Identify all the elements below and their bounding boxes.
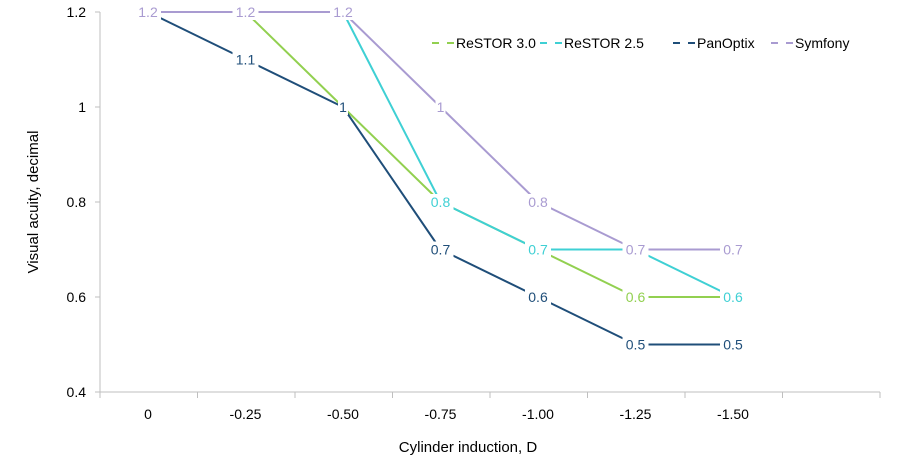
data-label-backing xyxy=(525,289,551,305)
data-label: 0.8 xyxy=(528,194,548,210)
data-label-backing xyxy=(232,51,259,68)
legend-label: ReSTOR 3.0 xyxy=(456,35,536,51)
data-label: 1 xyxy=(437,99,445,115)
y-axis: 0.4 0.6 0.8 1 1.2 xyxy=(67,4,101,400)
x-axis-title: Cylinder induction, D xyxy=(399,439,538,456)
data-label-backing xyxy=(720,241,746,258)
x-tick-label: -1.00 xyxy=(522,406,554,422)
data-label: 0.5 xyxy=(723,337,743,353)
y-tick-label: 1 xyxy=(78,99,86,115)
x-tick-label: 0 xyxy=(144,406,152,422)
legend-swatch-gap xyxy=(547,41,555,45)
legend-label: PanOptix xyxy=(697,35,755,51)
data-label: 0.7 xyxy=(431,242,451,258)
data-label-backing xyxy=(525,241,551,258)
data-label-backing xyxy=(338,99,348,115)
legend-label: Symfony xyxy=(795,35,849,51)
data-labels: 0.6 0.8 0.7 0.6 1.1 1 0.7 0.6 0.5 0.5 1.2 1.2 1.2 1 0.… xyxy=(135,4,746,353)
data-label: 0.6 xyxy=(528,289,548,305)
data-label-backing xyxy=(427,194,454,210)
data-label-backing xyxy=(622,336,649,353)
data-label-backing xyxy=(622,289,649,305)
legend-label: ReSTOR 2.5 xyxy=(564,35,644,51)
data-label: 0.7 xyxy=(626,242,646,258)
data-label: 0.7 xyxy=(528,242,548,258)
y-tick-label: 1.2 xyxy=(67,4,87,20)
data-label-backing xyxy=(720,336,746,353)
data-label-backing xyxy=(525,194,551,210)
data-label: 1 xyxy=(339,99,347,115)
x-tick-label: -0.25 xyxy=(230,406,262,422)
data-label-backing xyxy=(720,289,746,305)
data-label: 0.6 xyxy=(626,289,646,305)
series-line-symfony xyxy=(148,11,733,251)
legend: ReSTOR 3.0 ReSTOR 2.5 PanOptix Symfony xyxy=(432,35,849,51)
x-tick-label: -0.75 xyxy=(425,406,457,422)
y-tick-label: 0.8 xyxy=(67,194,87,210)
x-tick-label: -0.50 xyxy=(327,406,359,422)
data-label: 0.8 xyxy=(431,194,451,210)
legend-swatch-gap xyxy=(439,41,447,45)
data-label: 0.6 xyxy=(723,289,743,305)
data-label: 0.5 xyxy=(626,337,646,353)
x-axis: 0 -0.25 -0.50 -0.75 -1.00 -1.25 -1.50 xyxy=(99,391,881,422)
data-label-backing xyxy=(427,241,454,258)
x-tick-label: -1.25 xyxy=(620,406,652,422)
data-label-backing xyxy=(232,4,259,20)
data-label: 1.2 xyxy=(236,4,256,20)
y-tick-label: 0.6 xyxy=(67,289,87,305)
data-label-backing xyxy=(330,4,356,20)
legend-swatch-gap xyxy=(778,41,786,45)
data-label-backing xyxy=(135,4,161,20)
data-label: 1.2 xyxy=(138,4,158,20)
data-label: 1.2 xyxy=(333,4,353,20)
data-label-backing xyxy=(435,99,446,115)
x-tick-label: -1.50 xyxy=(717,406,749,422)
legend-swatch-gap xyxy=(680,41,688,45)
data-label: 1.1 xyxy=(236,52,256,68)
y-tick-label: 0.4 xyxy=(67,384,87,400)
y-axis-title: Visual acuity, decimal xyxy=(25,131,42,274)
data-label: 0.7 xyxy=(723,242,743,258)
data-label-backing xyxy=(622,241,649,258)
